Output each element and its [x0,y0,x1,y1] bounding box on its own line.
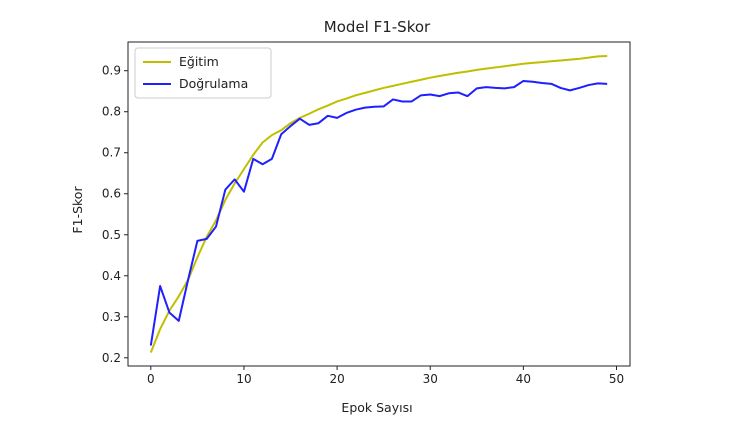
legend-label: Doğrulama [179,76,248,91]
plot-area-frame [127,41,631,367]
plot-frame [127,41,631,367]
y-axis-label: F1-Skor [70,186,85,234]
y-tick-label: 0.2 [102,351,121,365]
x-axis-ticks: 0 10 20 30 40 50 [147,366,624,386]
y-tick-label: 0.5 [102,228,121,242]
legend-label: Eğitim [179,54,219,69]
y-tick-label: 0.7 [102,146,121,160]
y-tick-label: 0.4 [102,269,121,283]
x-axis-label: Epok Sayısı [341,400,412,415]
y-tick-label: 0.9 [102,64,121,78]
y-axis-ticks: 0.2 0.3 0.4 0.5 0.6 0.7 0.8 0.9 [102,64,128,365]
y-tick-label: 0.6 [102,187,121,201]
x-tick-label: 50 [609,372,624,386]
series-line-training [149,54,608,353]
x-tick-label: 20 [329,372,344,386]
x-tick-label: 0 [147,372,155,386]
legend: Eğitim Doğrulama [134,47,272,99]
x-tick-label: 30 [423,372,438,386]
y-tick-label: 0.3 [102,310,121,324]
x-tick-label: 40 [516,372,531,386]
chart-title: Model F1-Skor [324,18,431,36]
series-line-validation [149,79,608,346]
series-lines [149,54,608,353]
x-tick-label: 10 [236,372,251,386]
y-tick-label: 0.8 [102,105,121,119]
legend-box [134,47,272,99]
